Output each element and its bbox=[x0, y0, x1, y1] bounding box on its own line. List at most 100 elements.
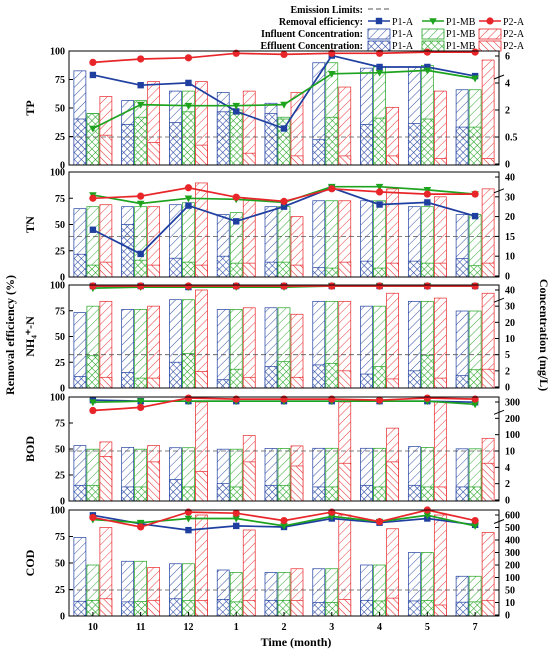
panel-tn-right-tick-label-0: 0 bbox=[505, 272, 510, 283]
panel-bod-label: BOD bbox=[23, 436, 37, 462]
right-axis-title: Concentration (mg/L) bbox=[537, 279, 550, 391]
panel-cod-effluent-bar-p1-a-3 bbox=[312, 602, 326, 617]
panel-cod-removal-point-p1-mb-5 bbox=[423, 512, 432, 520]
panel-tp-effluent-bar-p1-mb-10 bbox=[86, 113, 100, 166]
panel-cod-right-tick-label-600: 600 bbox=[505, 511, 520, 522]
panel-nh4-n-influent-bar-p2-a-4 bbox=[386, 292, 399, 389]
x-axis-title: Time (month) bbox=[261, 635, 332, 649]
panel-cod-removal-point-p1-mb-3 bbox=[327, 513, 336, 521]
legend-influent-swatch-p1-a bbox=[367, 28, 391, 40]
panel-tn-axis-break bbox=[493, 188, 505, 194]
panel-bod-removal-point-p2-a-10 bbox=[89, 406, 97, 415]
panel-bod-effluent-bar-p1-mb-10 bbox=[86, 484, 100, 502]
panel-nh4-n-left-tick-label-100: 100 bbox=[50, 281, 65, 292]
panel-tn-effluent-bar-p2-a-7 bbox=[481, 262, 495, 278]
panel-nh4-n-left-tick-label-75: 75 bbox=[55, 306, 65, 317]
panel-cod-effluent-bar-p2-a-7 bbox=[481, 599, 495, 617]
panel-tn-effluent-bar-p1-mb-10 bbox=[86, 264, 100, 278]
panel-cod-left-tick-label-100: 100 bbox=[50, 506, 65, 517]
panel-nh4-n-influent-bar-p1-mb-11 bbox=[134, 309, 148, 389]
panel-cod-effluent-bar-p2-a-11 bbox=[147, 599, 161, 617]
panel-cod-left-tick-label-0: 0 bbox=[60, 612, 65, 623]
panel-tp-axis-break bbox=[493, 74, 505, 80]
panel-cod-removal-point-p1-mb-12 bbox=[184, 515, 193, 523]
panel-nh4-n-effluent-bar-p1-mb-3 bbox=[325, 362, 339, 389]
panel-bod-effluent-bar-p1-mb-3 bbox=[325, 486, 339, 502]
panel-bod-effluent-bar-p1-a-12 bbox=[169, 479, 182, 502]
panel-tn-influent-bar-p1-a-3 bbox=[312, 200, 326, 278]
panel-tp-influent-bar-p2-a-7 bbox=[481, 59, 495, 166]
panel-nh4-n-removal-point-p2-a-10 bbox=[89, 282, 97, 290]
panel-nh4-n-right-tick-label-30: 30 bbox=[505, 302, 515, 313]
panel-tp: 0 25 50 75 100 0 0.5 2 4 6 TP bbox=[23, 47, 518, 172]
panel-tp-left-tick-label-75: 75 bbox=[55, 75, 65, 86]
legend-influent-name-p1-a: P1-A bbox=[392, 29, 414, 40]
panel-tp-left-tick-label-0: 0 bbox=[60, 161, 65, 172]
panel-tp-left-tick-label-50: 50 bbox=[55, 104, 65, 115]
panel-cod-right-tick-label-50: 50 bbox=[505, 586, 515, 597]
panel-nh4-n-right-tick-label-2: 2 bbox=[505, 366, 510, 377]
panel-nh4-n-effluent-bar-p2-a-5 bbox=[433, 377, 447, 389]
panel-nh4-n-influent-bar-p1-a-1 bbox=[216, 309, 230, 389]
panel-nh4-n-effluent-bar-p1-mb-7 bbox=[468, 369, 482, 389]
panel-tn-removal-point-p1-mb-4 bbox=[375, 183, 384, 191]
panel-tn-effluent-bar-p1-mb-5 bbox=[420, 262, 434, 278]
panel-bod-right-tick-label-4: 4 bbox=[505, 463, 510, 474]
panel-tn-effluent-bar-p1-a-7 bbox=[455, 258, 469, 278]
panel-tp-removal-point-p2-a-11 bbox=[137, 55, 145, 63]
panel-cod-right-tick-label-300: 300 bbox=[505, 548, 520, 559]
x-tick-label-10: 10 bbox=[88, 622, 98, 633]
panel-nh4-n-right-tick-label-20: 20 bbox=[505, 318, 515, 329]
panel-tp-effluent-bar-p1-mb-1 bbox=[229, 112, 243, 166]
panel-bod-removal-point-p2-a-4 bbox=[375, 396, 384, 404]
panel-tn-effluent-bar-p1-a-10 bbox=[73, 253, 87, 278]
panel-tp-right-tick-label-2: 2 bbox=[505, 106, 510, 117]
x-tick-label-5: 5 bbox=[425, 622, 430, 633]
panel-tn: 0 25 50 75 100 0 10 15 20 30 40 TN bbox=[23, 168, 515, 284]
panel-tp-effluent-bar-p2-a-4 bbox=[386, 155, 399, 166]
panel-tp-removal-point-p2-a-10 bbox=[89, 58, 97, 66]
panel-bod-effluent-bar-p1-a-10 bbox=[73, 484, 87, 502]
panel-tp-effluent-bar-p2-a-10 bbox=[99, 134, 113, 166]
panel-bod-right-tick-label-300: 300 bbox=[505, 398, 520, 409]
panel-bod-effluent-bar-p1-a-1 bbox=[216, 483, 230, 502]
panel-nh4-n-effluent-bar-p1-mb-10 bbox=[86, 355, 100, 389]
panel-nh4-n-removal-point-p2-a-4 bbox=[375, 282, 384, 290]
panel-cod-effluent-bar-p2-a-4 bbox=[386, 597, 399, 617]
panel-cod-effluent-bar-p2-a-12 bbox=[195, 600, 208, 617]
panel-bod-effluent-bar-p1-mb-12 bbox=[182, 486, 195, 502]
panel-cod-effluent-bar-p1-a-12 bbox=[169, 598, 182, 617]
panel-bod-effluent-bar-p2-a-5 bbox=[433, 486, 447, 502]
panel-cod-left-tick-label-25: 25 bbox=[55, 585, 65, 596]
panel-nh4-n-removal-point-p2-a-1 bbox=[232, 282, 240, 290]
panel-tn-removal-point-p1-a-5 bbox=[424, 199, 431, 206]
panel-tn-removal-point-p2-a-4 bbox=[375, 188, 384, 196]
panel-tn-label: TN bbox=[23, 216, 37, 233]
panel-cod-effluent-bar-p1-a-5 bbox=[407, 600, 421, 617]
panel-nh4-n-influent-bar-p2-a-10 bbox=[99, 300, 113, 389]
panel-cod-effluent-bar-p1-a-11 bbox=[121, 601, 135, 617]
panel-nh4-n-effluent-bar-p1-a-11 bbox=[121, 372, 135, 389]
panel-tn-removal-point-p1-a-4 bbox=[376, 201, 383, 208]
panel-tn-removal-point-p2-a-11 bbox=[137, 192, 145, 200]
panel-cod-removal-point-p1-mb-2 bbox=[280, 523, 288, 530]
legend-effluent-label: Effluent Concentration: bbox=[261, 41, 364, 52]
panel-nh4-n-right-tick-label-10: 10 bbox=[505, 334, 515, 345]
panel-cod-right-tick-label-200: 200 bbox=[505, 561, 520, 572]
panel-bod-effluent-bar-p1-mb-7 bbox=[468, 486, 482, 502]
panel-tn-left-tick-label-100: 100 bbox=[50, 168, 65, 179]
legend-removal-marker-p1-mb bbox=[429, 18, 437, 25]
panel-cod-right-tick-label-400: 400 bbox=[505, 536, 520, 547]
x-tick-label-4: 4 bbox=[377, 622, 382, 633]
panel-nh4-n-effluent-bar-p1-a-3 bbox=[312, 364, 326, 389]
panel-tn-left-tick-label-50: 50 bbox=[55, 220, 65, 231]
panel-tn-effluent-bar-p1-a-2 bbox=[264, 261, 278, 278]
panel-tp-removal-point-p1-mb-5 bbox=[423, 67, 432, 75]
panel-tp-effluent-bar-p1-a-7 bbox=[455, 126, 469, 166]
panel-tn-removal-point-p1-a-1 bbox=[233, 218, 240, 225]
panel-tn-left-tick-label-25: 25 bbox=[55, 246, 65, 257]
panel-nh4-n-left-tick-label-50: 50 bbox=[55, 332, 65, 343]
panel-tp-removal-point-p1-a-10 bbox=[89, 71, 97, 79]
legend-emission-label: Emission Limits: bbox=[290, 5, 363, 16]
